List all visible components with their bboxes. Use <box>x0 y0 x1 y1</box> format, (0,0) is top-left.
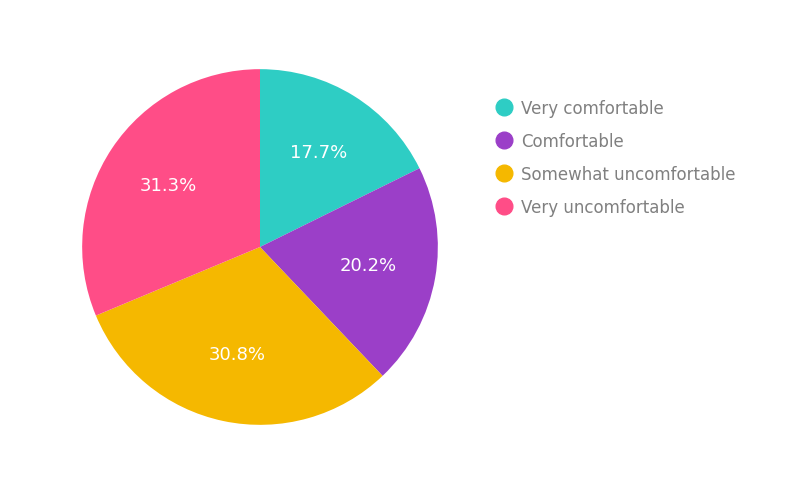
Wedge shape <box>96 247 382 425</box>
Wedge shape <box>260 168 438 376</box>
Text: 17.7%: 17.7% <box>290 144 347 163</box>
Wedge shape <box>82 69 260 316</box>
Wedge shape <box>260 69 419 247</box>
Text: 20.2%: 20.2% <box>340 257 397 275</box>
Legend: Very comfortable, Comfortable, Somewhat uncomfortable, Very uncomfortable: Very comfortable, Comfortable, Somewhat … <box>499 100 736 217</box>
Text: 30.8%: 30.8% <box>209 346 266 364</box>
Text: 31.3%: 31.3% <box>140 177 197 195</box>
